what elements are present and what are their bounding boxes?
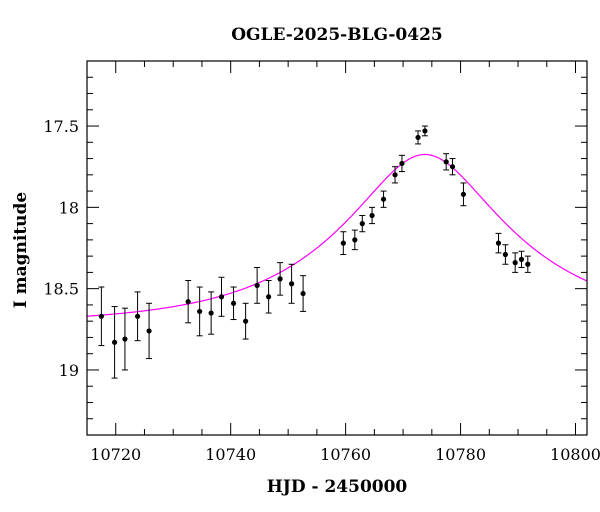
data-point xyxy=(502,251,508,258)
data-point xyxy=(525,261,531,267)
y-axis-label: I magnitude xyxy=(11,192,31,309)
y-tick-label: 18.5 xyxy=(43,280,79,299)
x-tick-label: 10740 xyxy=(205,445,256,464)
y-tick-label: 17.5 xyxy=(43,117,79,136)
axis-ticks xyxy=(86,60,587,436)
data-point xyxy=(146,328,152,334)
data-point xyxy=(340,240,346,246)
data-point xyxy=(380,196,387,202)
data-point xyxy=(243,318,249,324)
data-point xyxy=(449,164,456,170)
data-point xyxy=(512,260,518,266)
data-point xyxy=(518,256,525,262)
x-tick-label: 10780 xyxy=(435,445,486,464)
data-point xyxy=(352,237,358,243)
data-point xyxy=(197,308,203,315)
data-points xyxy=(98,128,531,345)
data-point xyxy=(277,276,283,282)
data-point xyxy=(399,160,405,167)
data-point xyxy=(111,339,118,345)
x-tick-label: 10800 xyxy=(550,445,600,464)
data-point xyxy=(218,294,225,300)
data-point xyxy=(495,240,502,246)
data-point xyxy=(415,134,421,141)
data-point xyxy=(288,281,295,287)
error-bars xyxy=(98,125,531,379)
data-point xyxy=(369,212,375,219)
data-point xyxy=(460,191,467,197)
data-point xyxy=(122,336,128,342)
plot-frame xyxy=(86,60,588,436)
x-tick-label: 10720 xyxy=(90,445,141,464)
data-point xyxy=(134,313,141,319)
data-point xyxy=(300,290,306,297)
y-tick-label: 18 xyxy=(59,198,79,217)
x-axis-label: HJD - 2450000 xyxy=(267,477,408,497)
data-point xyxy=(266,294,272,300)
data-point xyxy=(208,310,214,316)
data-point xyxy=(422,128,428,134)
data-point xyxy=(392,172,398,178)
y-tick-label: 19 xyxy=(59,361,79,380)
data-point xyxy=(185,299,191,305)
x-tick-label: 10760 xyxy=(320,445,371,464)
chart-title: OGLE-2025-BLG-0425 xyxy=(231,25,443,45)
data-point xyxy=(98,313,104,319)
data-point xyxy=(254,282,260,288)
axis-tick-labels: 10720 10740 10760 10780 10800 17.5 18 18.5 19 xyxy=(43,117,600,464)
model-curve xyxy=(86,153,588,317)
data-point xyxy=(359,221,365,227)
data-point xyxy=(230,300,237,306)
data-point xyxy=(443,159,449,165)
